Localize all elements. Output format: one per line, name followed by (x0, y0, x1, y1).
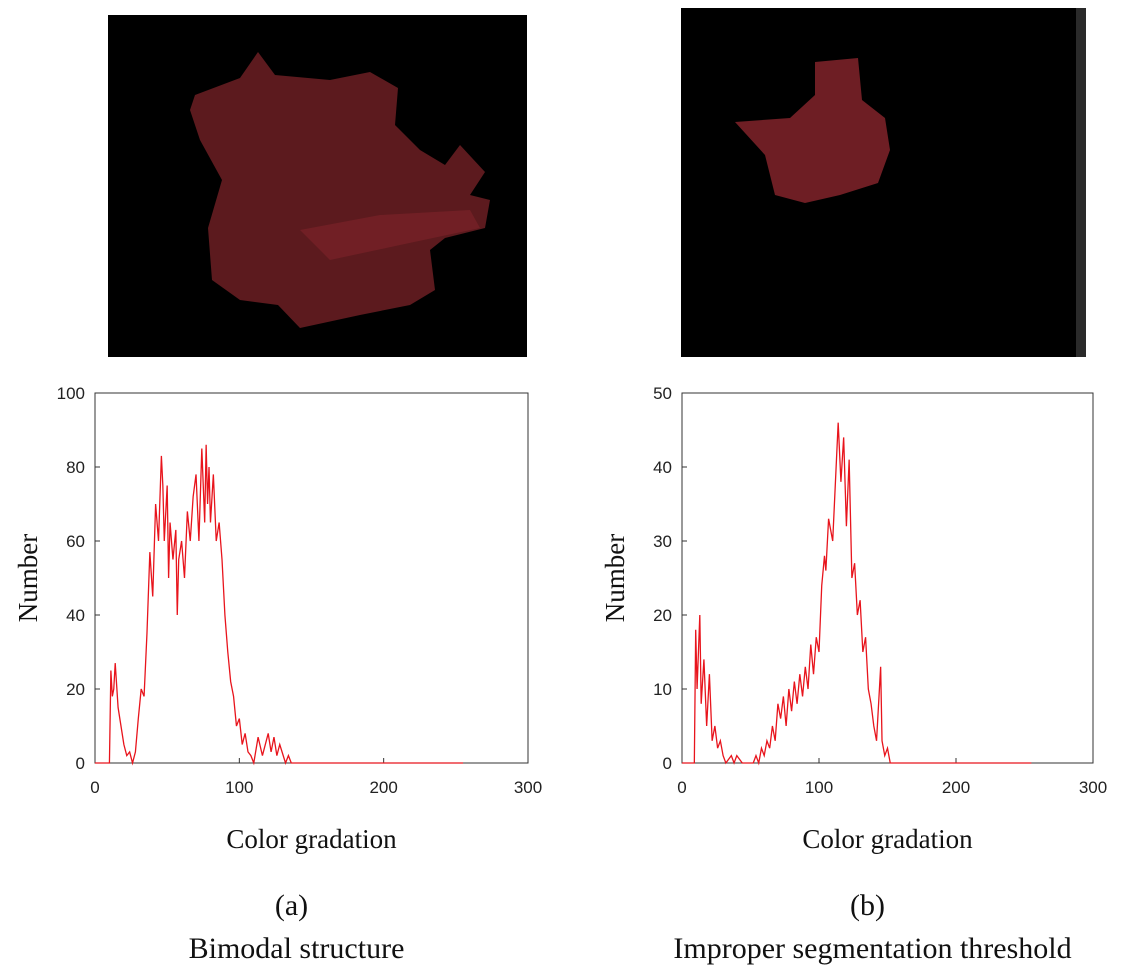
line-series (682, 422, 1032, 766)
y-axis-label: Number (13, 534, 43, 622)
x-tick-label: 100 (225, 778, 253, 797)
x-axis-label: Color gradation (226, 824, 397, 854)
panel-label: (b) (850, 889, 885, 922)
y-tick-label: 30 (653, 532, 672, 551)
y-tick-label: 20 (653, 606, 672, 625)
x-tick-label: 0 (677, 778, 686, 797)
x-axis-label: Color gradation (802, 824, 973, 854)
plot-frame (94, 392, 529, 764)
caption: Improper segmentation threshold (673, 932, 1071, 965)
x-tick-label: 100 (805, 778, 833, 797)
y-tick-label: 50 (653, 384, 672, 403)
y-tick-label: 0 (76, 754, 85, 773)
x-tick-label: 300 (1079, 778, 1107, 797)
y-tick-label: 60 (66, 532, 85, 551)
y-tick-label: 40 (653, 458, 672, 477)
x-tick-label: 200 (369, 778, 397, 797)
caption: Bimodal structure (189, 932, 405, 965)
image-b (681, 8, 1086, 357)
y-tick-label: 80 (66, 458, 85, 477)
x-tick-label: 0 (90, 778, 99, 797)
image-a (108, 15, 527, 357)
panel-label: (a) (275, 889, 308, 922)
chart: 0 10 20 30 40 50 0 100 200 300 Color gradation Numb… (600, 384, 1107, 965)
x-tick-label: 200 (942, 778, 970, 797)
y-tick-label: 20 (66, 680, 85, 699)
chart: 0 20 40 60 80 100 0 100 200 300 Color gradation Num… (13, 384, 542, 965)
y-tick-label: 10 (653, 680, 672, 699)
line-series (95, 444, 464, 766)
y-tick-label: 40 (66, 606, 85, 625)
y-tick-label: 100 (57, 384, 85, 403)
y-axis-label: Number (600, 534, 630, 622)
y-tick-label: 0 (663, 754, 672, 773)
plot-frame (681, 392, 1094, 764)
x-tick-label: 300 (514, 778, 542, 797)
